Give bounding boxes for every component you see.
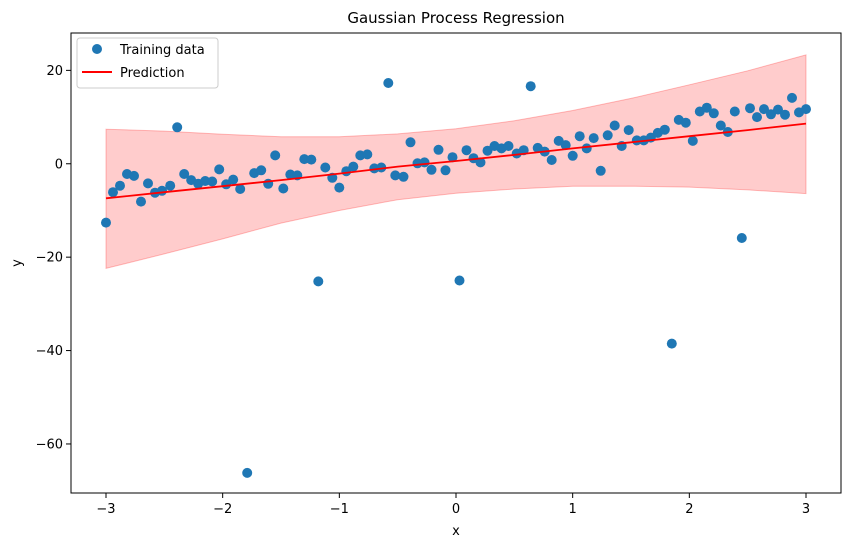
data-point (398, 171, 409, 182)
data-point (101, 217, 111, 228)
data-point (745, 103, 755, 114)
prediction-line (105, 122, 807, 200)
data-point (320, 162, 331, 173)
y-tick-label: 20 (46, 64, 63, 79)
legend-box (76, 37, 219, 89)
axis-ticks: −3 −2 −1 0 1 2 3 −60 −40 −20 0 20 (36, 64, 811, 517)
y-tick-label: −60 (36, 437, 63, 452)
data-point (729, 106, 740, 117)
data-point (602, 130, 613, 141)
data-point (383, 78, 394, 88)
x-tick-label: −2 (213, 502, 232, 517)
legend: Training data Prediction (76, 37, 219, 89)
data-point (419, 157, 430, 168)
data-point (475, 157, 486, 168)
y-tick-label: −40 (36, 344, 63, 359)
data-point (666, 338, 677, 349)
data-point (503, 141, 514, 151)
data-point (426, 164, 437, 175)
data-point (270, 150, 281, 161)
x-tick-label: −3 (96, 502, 115, 517)
plot-area (101, 54, 811, 478)
legend-marker-training (92, 44, 102, 54)
x-tick-label: 3 (802, 502, 810, 517)
data-point (631, 135, 642, 146)
data-point (348, 161, 359, 172)
data-point (687, 135, 698, 146)
data-point (143, 178, 153, 189)
y-tick-label: −20 (36, 251, 63, 266)
data-point (780, 109, 790, 120)
data-point (708, 108, 719, 119)
data-point (560, 140, 571, 151)
x-tick-label: −1 (330, 502, 349, 517)
legend-label-training: Training data (119, 43, 205, 58)
data-point (440, 165, 451, 176)
data-point (256, 165, 267, 176)
data-point (242, 467, 253, 478)
data-point (752, 112, 762, 123)
data-point (759, 104, 769, 115)
data-point (405, 137, 416, 148)
data-point (766, 109, 776, 120)
data-point (278, 183, 289, 194)
data-point (680, 117, 691, 128)
x-tick-label: 2 (685, 502, 693, 517)
data-point (108, 187, 118, 198)
legend-label-prediction: Prediction (120, 66, 185, 81)
data-point (461, 145, 472, 156)
x-tick-label: 0 (452, 502, 460, 517)
data-point (390, 170, 401, 181)
data-point (567, 150, 578, 161)
data-point (179, 169, 190, 179)
data-point (165, 180, 176, 191)
data-point (482, 145, 493, 156)
data-point (235, 184, 246, 194)
data-point (214, 164, 225, 175)
data-point (313, 276, 324, 287)
data-point (433, 144, 444, 155)
data-point (306, 154, 317, 165)
data-point (787, 92, 797, 103)
data-point (595, 165, 606, 176)
data-point (172, 122, 183, 133)
data-point (207, 176, 218, 187)
data-point (129, 170, 139, 181)
data-point (376, 162, 387, 173)
data-point (136, 196, 146, 207)
data-point (736, 233, 747, 243)
x-axis-label: x (452, 524, 460, 539)
data-point (228, 174, 239, 185)
data-point (362, 149, 373, 160)
data-point (581, 143, 592, 154)
data-point (546, 155, 557, 165)
data-point (574, 131, 585, 142)
x-tick-label: 1 (569, 502, 577, 517)
data-point (334, 182, 345, 193)
data-point (588, 133, 599, 144)
chart-title: Gaussian Process Regression (347, 9, 564, 27)
data-point (623, 125, 634, 136)
data-point (773, 104, 783, 115)
y-tick-label: 0 (55, 157, 63, 172)
y-axis-label: y (10, 259, 25, 267)
data-point (659, 124, 670, 135)
data-point (701, 102, 712, 113)
data-point (525, 81, 536, 92)
data-point (801, 104, 811, 115)
data-point (115, 180, 125, 191)
data-point (609, 120, 620, 131)
data-point (447, 152, 458, 163)
data-point (715, 120, 726, 131)
data-point (454, 275, 465, 286)
